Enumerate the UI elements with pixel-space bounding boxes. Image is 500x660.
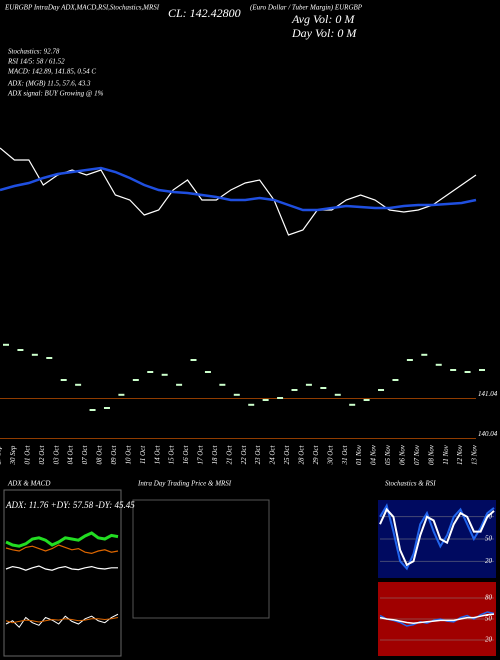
x-tick-label: 02 Oct (38, 445, 46, 465)
x-tick-label: 16 Oct (182, 445, 190, 465)
x-tick-label: 13 Nov (471, 444, 479, 465)
x-tick-label: 09 Oct (110, 445, 118, 465)
intraday-title: Intra Day Trading Price & MRSI (137, 480, 232, 488)
x-tick-label: 01 Nov (355, 444, 363, 465)
x-tick-label: 25 Oct (283, 445, 291, 465)
adx-title: ADX & MACD (7, 480, 50, 488)
series-line (379, 507, 495, 567)
stoch-title: Stochastics & RSI (385, 480, 436, 488)
x-tick-label: 23 Oct (254, 445, 262, 465)
x-tick-label: 03 Oct (52, 445, 60, 465)
x-tick-label: 21 Oct (225, 445, 233, 465)
x-tick-label: 30 Oct (326, 445, 334, 466)
x-tick-label: 29 Oct (312, 445, 320, 465)
x-tick-label: 04 Oct (67, 445, 75, 465)
series-line (379, 611, 495, 627)
intraday-frame (132, 499, 270, 619)
series-line (379, 613, 495, 624)
macd-text: MACD: 142.89, 141.85, 0.54 C (7, 68, 96, 76)
x-tick-label: 11 Nov (442, 444, 450, 464)
x-tick-label: 18 Oct (211, 445, 219, 465)
series-line (0, 147, 477, 236)
day-vol: Day Vol: 0 M (291, 26, 357, 40)
y-tick-label: 80 (485, 594, 493, 602)
series-line (5, 565, 118, 571)
x-tick-label: 04 Nov (370, 444, 378, 465)
x-tick-label: 15 Oct (168, 445, 176, 465)
x-tick-label: 17 Oct (197, 445, 205, 465)
close: CL: 142.42800 (168, 6, 241, 20)
series-line (5, 531, 119, 548)
x-tick-label: 27 Sep (0, 445, 3, 464)
series-line (379, 503, 495, 571)
x-tick-label: 28 Oct (298, 445, 306, 465)
x-tick-label: 24 Oct (269, 445, 277, 465)
y-tick-label: 20 (485, 636, 493, 644)
x-tick-label: 31 Oct (341, 445, 349, 466)
x-tick-label: 12 Nov (456, 444, 464, 465)
header-left: EURGBP IntraDay ADX,MACD,RSI,Stochastics… (4, 4, 160, 12)
x-tick-label: 11 Oct (139, 445, 147, 464)
x-tick-label: 30 Sep (9, 445, 17, 465)
y-tick-label: 50 (485, 615, 493, 623)
x-tick-label: 05 Nov (384, 444, 392, 465)
x-tick-label: 22 Oct (240, 445, 248, 465)
adx-frame (3, 489, 122, 657)
level-label: 140.04 (478, 430, 498, 438)
series-line (5, 617, 119, 624)
x-tick-label: 14 Oct (153, 445, 161, 465)
series-line (0, 166, 477, 212)
adx-signal: ADX signal: BUY Growing @ 1% (7, 90, 104, 98)
x-tick-label: 08 Oct (96, 445, 104, 465)
header-right: (Euro Dollar / Tuber Margin) EURGBP (250, 4, 363, 12)
x-tick-label: 10 Oct (124, 445, 132, 465)
x-tick-label: 06 Nov (398, 444, 406, 465)
stoch-text: Stochastics: 92.78 (8, 48, 60, 56)
y-tick-label: 50 (485, 535, 493, 543)
x-tick-label: 07 Oct (81, 445, 89, 465)
series-line (5, 544, 119, 555)
x-tick-label: 01 Oct (23, 445, 31, 465)
series-line (5, 613, 119, 629)
x-tick-label: 08 Nov (427, 444, 435, 465)
avg-vol: Avg Vol: 0 M (291, 12, 355, 26)
y-tick-label: 20 (485, 557, 493, 565)
level-label: 141.04 (478, 390, 498, 398)
adx-text: ADX: (MGB) 11.5, 57.6, 43.3 (7, 80, 91, 88)
rsi-text: RSI 14/5: 58 / 61.52 (7, 58, 65, 66)
adx-values: ADX: 11.76 +DY: 57.58 -DY: 45.45 (5, 500, 135, 510)
x-tick-label: 07 Nov (413, 444, 421, 465)
